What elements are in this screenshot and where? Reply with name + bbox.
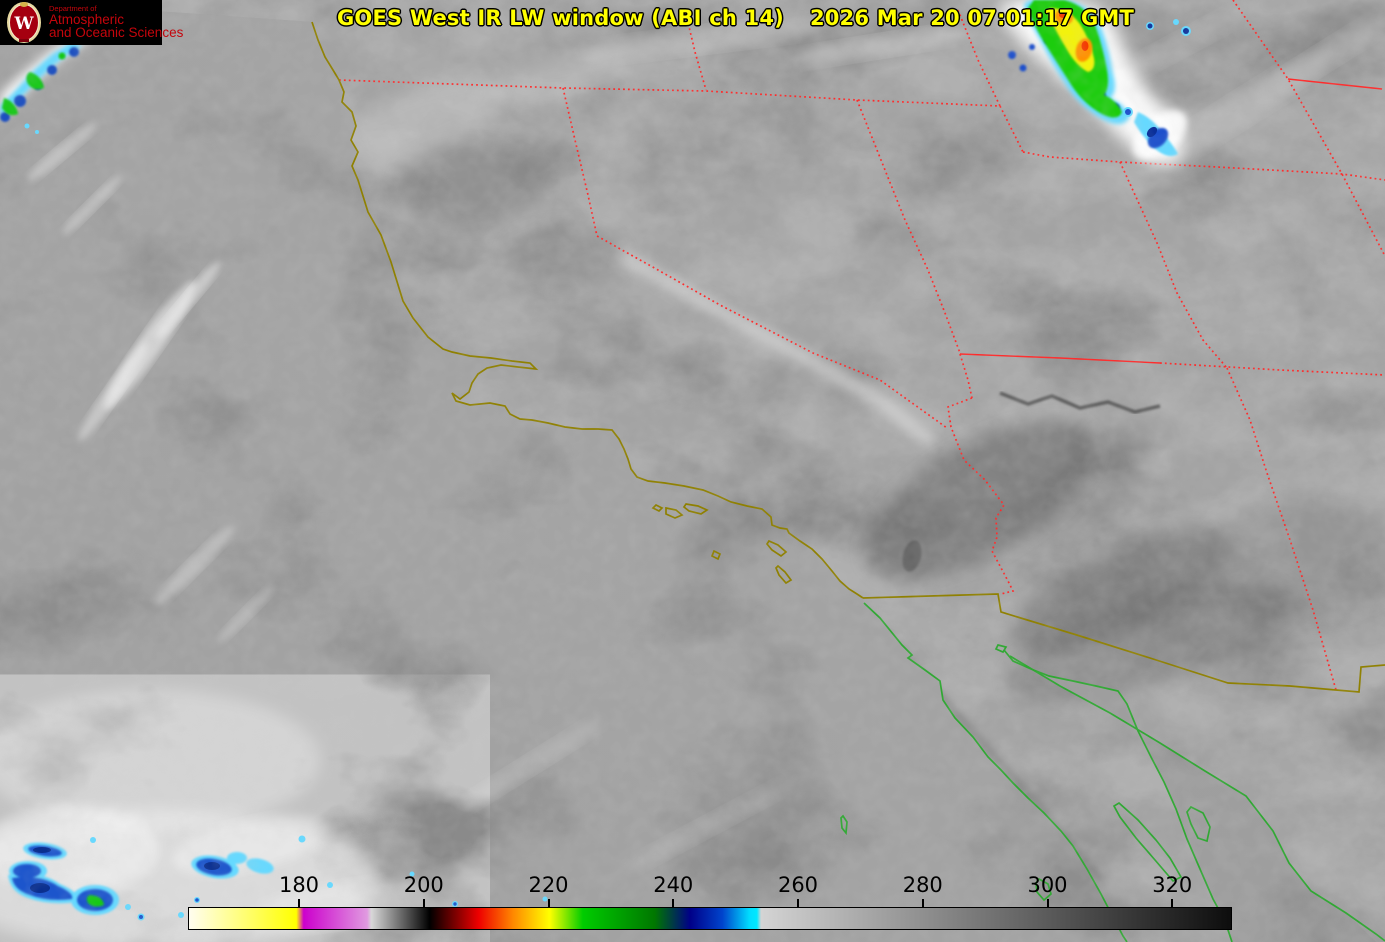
colorbar-gradient	[188, 907, 1232, 930]
uw-aos-logo: W Department of Atmospheric and Oceanic …	[0, 0, 183, 45]
colorbar-tick	[672, 899, 675, 907]
colorbar-tick	[547, 899, 550, 907]
colorbar-tick-label: 200	[403, 873, 444, 897]
colorbar-tick-label: 320	[1152, 873, 1193, 897]
temperature-colorbar: 180 200 220 240 260 280 300 320	[188, 873, 1232, 933]
logo-dept-prefix: Department of	[49, 3, 97, 13]
colorbar-tick	[1046, 899, 1049, 907]
colorbar-tick-label: 180	[278, 873, 320, 897]
uw-crest-icon: W	[7, 2, 41, 43]
crest-letter: W	[13, 14, 34, 34]
logo-dept-line2: and Oceanic Sciences	[49, 25, 184, 41]
colorbar-tick	[797, 899, 799, 907]
colorbar-tick	[1171, 899, 1174, 907]
logo-dept-line1: Atmospheric	[49, 11, 125, 27]
product-name: GOES West IR LW window (ABI ch 14)	[337, 6, 784, 30]
product-title: GOES West IR LW window (ABI ch 14) 2026 M…	[337, 6, 1134, 30]
colorbar-tick-label: 240	[653, 873, 694, 897]
colorbar-tick-label: 220	[528, 873, 569, 897]
product-timestamp: 2026 Mar 20 07:01:17 GMT	[809, 6, 1135, 30]
colorbar-tick	[298, 899, 300, 907]
colorbar-tick	[422, 899, 425, 907]
colorbar-tick-label: 300	[1027, 873, 1068, 897]
colorbar-tick	[921, 899, 924, 907]
colorbar-tick-label: 260	[777, 873, 819, 897]
colorbar-tick-label: 280	[902, 873, 943, 897]
